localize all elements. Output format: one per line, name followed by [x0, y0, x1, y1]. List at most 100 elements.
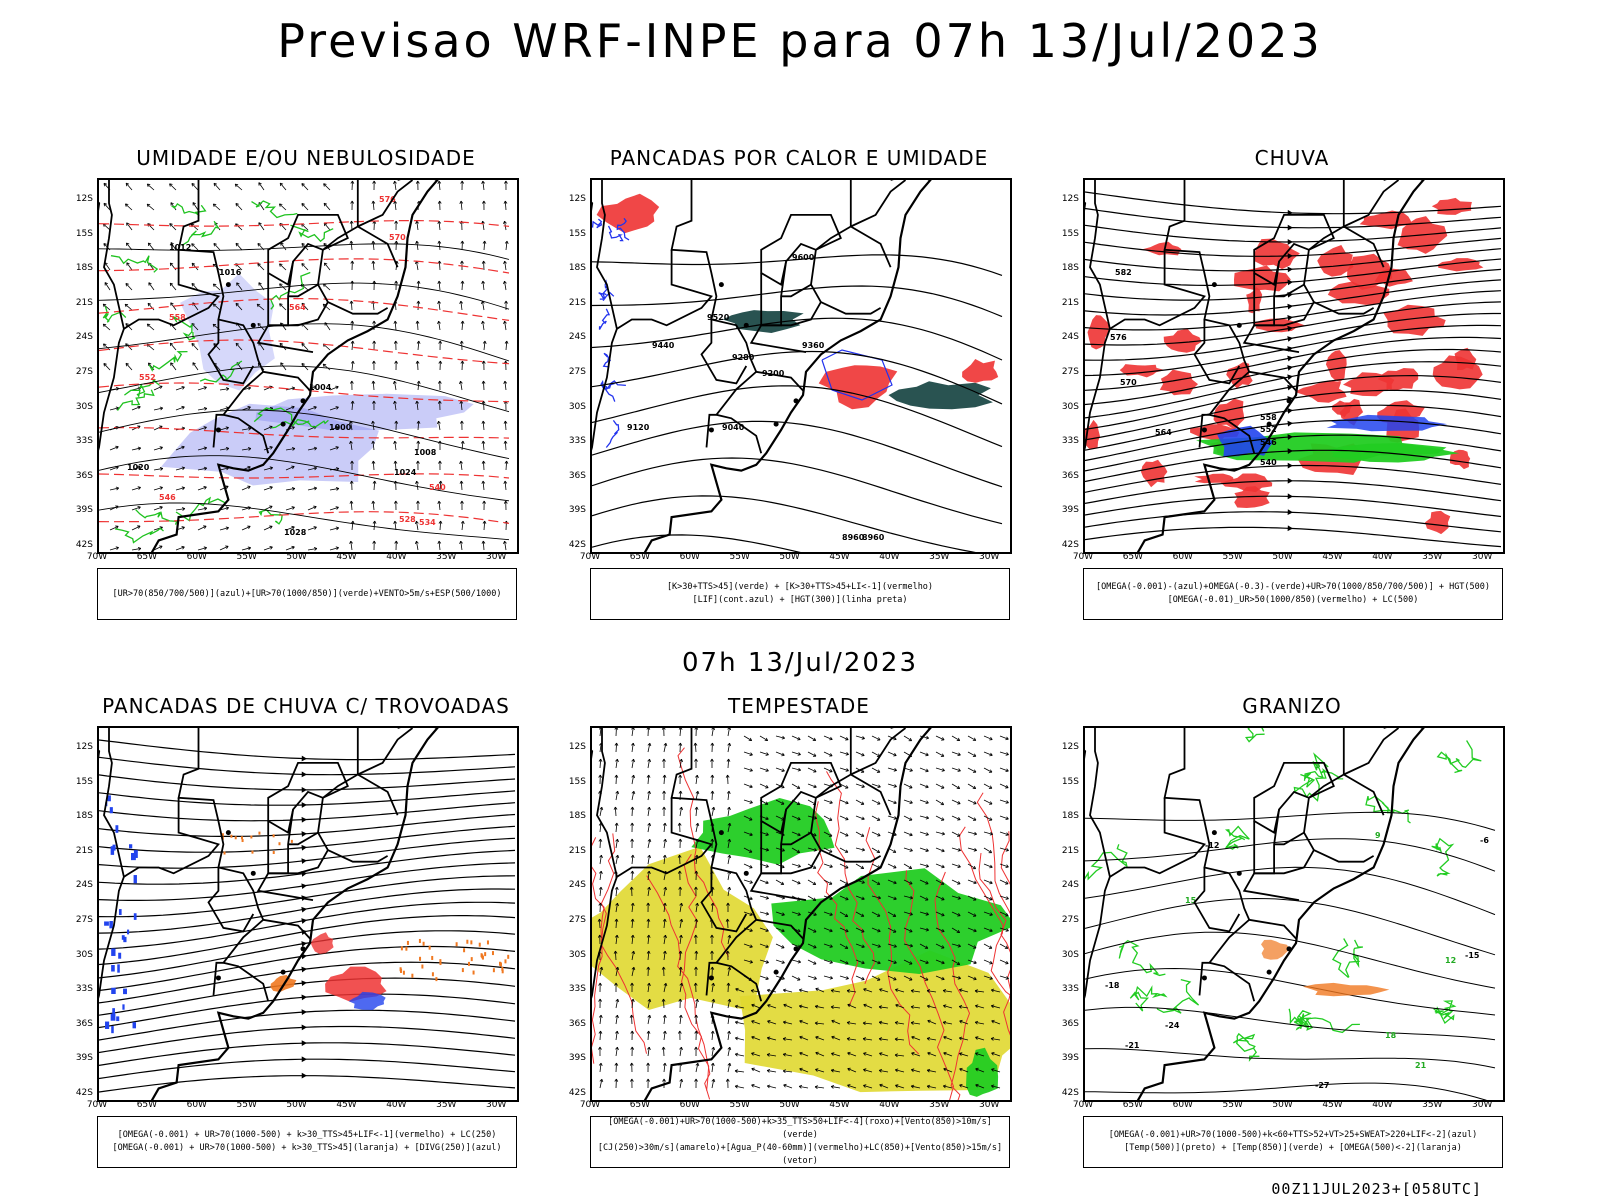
- tstorm-orange: [455, 942, 458, 947]
- wind850-vector: [743, 751, 753, 756]
- state-border: [1193, 319, 1241, 385]
- state-border: [1198, 961, 1210, 996]
- wind-vector: [438, 281, 441, 291]
- wind-vector: [169, 262, 174, 267]
- state-border: [700, 319, 748, 385]
- wind850-vector: [999, 975, 1009, 979]
- pressure-contour: [99, 502, 510, 541]
- wind850-vector: [767, 1036, 771, 1041]
- wind-vector: [146, 183, 151, 188]
- wind850-vector: [695, 999, 698, 1009]
- state-border: [756, 918, 805, 941]
- streamline-arrow: [1287, 462, 1293, 469]
- wind-vector: [483, 460, 485, 471]
- wind-vector: [115, 486, 120, 491]
- wind850-vector: [807, 959, 817, 965]
- wind850-vector: [895, 1069, 905, 1073]
- wind850-vector: [935, 943, 945, 949]
- wind850-vector: [830, 1005, 834, 1010]
- wind-vector: [103, 343, 107, 347]
- wind850-vector: [782, 1052, 787, 1057]
- wind850-vector: [749, 896, 753, 901]
- wind850-vector: [878, 1068, 883, 1073]
- wind-vector: [109, 466, 119, 471]
- state-border: [850, 728, 907, 776]
- lat-tick-label: 30S: [568, 949, 586, 960]
- wind850-vector: [894, 1053, 898, 1058]
- wind850-vector: [975, 1067, 979, 1072]
- wind850-vector: [871, 735, 881, 741]
- streamline-arrow: [301, 755, 307, 762]
- lat-tick-label: 18S: [75, 811, 93, 822]
- wind850-vector: [903, 847, 913, 852]
- hgt300-contour: [592, 457, 1003, 525]
- wind850-vector: [879, 1052, 889, 1057]
- wind850-vector: [942, 1020, 947, 1025]
- wind850-vector: [876, 977, 881, 981]
- wind-vector: [329, 426, 339, 431]
- wind850-vector: [855, 751, 865, 757]
- wind-vector: [159, 385, 163, 389]
- wind-vector: [504, 321, 507, 331]
- wind-vector: [285, 546, 295, 551]
- lake-mark: [1211, 282, 1217, 288]
- wind-vector: [460, 520, 465, 524]
- wind850-vector: [734, 1036, 739, 1041]
- coastline-east: [150, 180, 439, 552]
- wind850-vector: [999, 911, 1009, 917]
- wind850-vector: [614, 1062, 619, 1066]
- wind850-vector: [999, 847, 1009, 851]
- wind850-vector: [989, 960, 993, 965]
- wind850-vector: [694, 728, 699, 730]
- wind-vector: [192, 362, 199, 371]
- wind850-vector: [957, 848, 961, 852]
- streamline-arrow: [1287, 355, 1293, 362]
- wind-vector: [146, 203, 155, 211]
- wind850-vector: [734, 1084, 739, 1089]
- wind-vector: [349, 500, 354, 504]
- wind850-vector: [959, 1067, 963, 1072]
- wind850-vector: [710, 742, 715, 746]
- wind850-vector: [663, 823, 666, 833]
- wind850-vector: [749, 928, 753, 932]
- wind850-vector: [727, 982, 729, 993]
- wind850-vector: [876, 817, 881, 821]
- wind850-vector: [935, 959, 945, 964]
- lon-tick-label: 30W: [1472, 1100, 1493, 1110]
- wind-vector: [258, 222, 262, 226]
- wind-vector: [372, 380, 375, 391]
- wind850-vector: [903, 799, 913, 804]
- wind-vector: [415, 320, 420, 324]
- wind850-vector: [919, 895, 929, 901]
- tstorm-orange: [402, 970, 405, 975]
- wind850-vector: [893, 767, 897, 772]
- wind850-vector: [910, 1021, 915, 1025]
- state-border: [1163, 728, 1256, 1002]
- wind-vector: [225, 545, 229, 549]
- lat-tick-label: 36S: [568, 470, 586, 481]
- wind850-vector: [678, 838, 683, 842]
- wind850-vector: [743, 863, 753, 869]
- wind-vector: [503, 420, 508, 424]
- wind-vector: [213, 243, 217, 247]
- divg-blue: [133, 850, 138, 858]
- wind850-vector: [711, 983, 714, 993]
- wind-vector: [482, 301, 485, 311]
- wind-vector: [153, 425, 163, 431]
- wind850-vector: [646, 902, 651, 906]
- wind850-vector: [781, 848, 785, 852]
- wind850-vector: [892, 929, 897, 933]
- wind-vector: [459, 200, 464, 204]
- wind-vector: [371, 440, 376, 444]
- wind-vector: [191, 262, 196, 267]
- wind850-vector: [999, 879, 1009, 885]
- omega500-orange: [1261, 939, 1291, 960]
- lat-tick-label: 24S: [1061, 880, 1079, 891]
- wind850-vector: [919, 815, 929, 819]
- wind850-vector: [727, 854, 732, 859]
- wind850-vector: [647, 998, 652, 1003]
- wind-vector: [203, 546, 207, 551]
- lc850-streamline: [959, 826, 1010, 1033]
- wind850-vector: [749, 784, 753, 789]
- wind-vector: [416, 440, 421, 444]
